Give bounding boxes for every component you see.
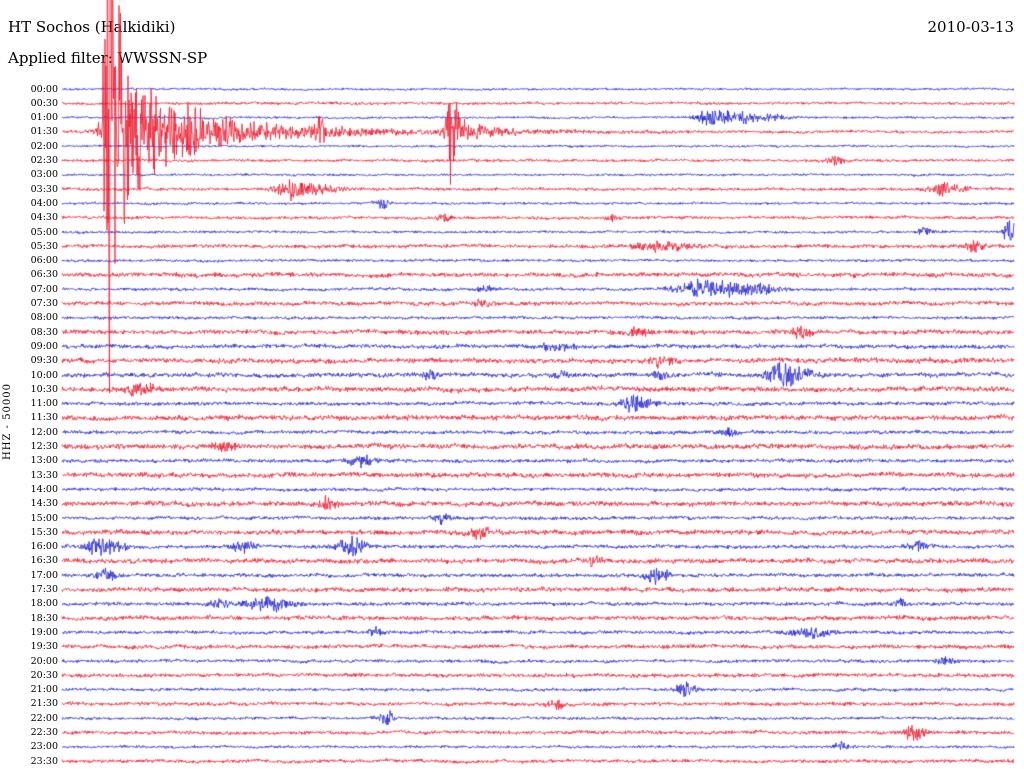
time-label: 17:00 <box>30 569 58 581</box>
time-label: 05:00 <box>30 226 58 238</box>
time-label: 22:30 <box>30 727 58 738</box>
time-label: 05:30 <box>30 240 58 252</box>
time-label: 04:00 <box>30 197 58 209</box>
time-label: 17:30 <box>30 584 58 595</box>
time-label: 19:00 <box>30 626 58 638</box>
time-label: 02:00 <box>30 140 58 152</box>
time-label: 08:00 <box>30 312 58 324</box>
time-label: 02:30 <box>30 155 58 166</box>
time-label: 12:00 <box>30 426 58 438</box>
time-label: 00:00 <box>30 83 58 95</box>
time-label: 20:30 <box>30 669 58 681</box>
time-label-column: 00:00 00:30 01:00 01:30 02:00 02:30 03:00 03:30… <box>0 0 58 780</box>
time-label: 12:30 <box>30 441 58 452</box>
time-label: 13:00 <box>30 455 58 467</box>
time-label: 01:00 <box>30 112 58 124</box>
time-label: 21:00 <box>30 684 58 696</box>
time-label: 11:00 <box>30 398 58 410</box>
time-label: 18:00 <box>30 598 58 610</box>
time-label: 10:30 <box>30 383 58 395</box>
time-label: 10:00 <box>30 369 58 381</box>
date-label: 2010-03-13 <box>927 18 1014 36</box>
time-label: 01:30 <box>30 126 58 138</box>
time-label: 09:30 <box>30 355 58 367</box>
time-label: 20:00 <box>30 655 58 667</box>
time-label: 03:00 <box>30 169 58 181</box>
time-label: 15:00 <box>30 512 58 524</box>
time-label: 09:00 <box>30 340 58 352</box>
time-label: 06:30 <box>30 269 58 281</box>
time-label: 14:00 <box>30 483 58 495</box>
time-label: 08:30 <box>30 326 58 338</box>
time-label: 04:30 <box>30 212 58 224</box>
time-label: 00:30 <box>30 97 58 109</box>
time-label: 06:00 <box>30 255 58 267</box>
time-label: 11:30 <box>30 412 58 424</box>
time-label: 16:30 <box>30 555 58 567</box>
time-label: 16:00 <box>30 541 58 553</box>
time-label: 19:30 <box>30 641 58 653</box>
time-label: 23:00 <box>30 741 58 753</box>
time-label: 23:30 <box>30 755 58 767</box>
time-label: 22:00 <box>30 712 58 724</box>
time-label: 15:30 <box>30 526 58 538</box>
time-label: 18:30 <box>30 612 58 624</box>
time-label: 03:30 <box>30 183 58 195</box>
time-label: 07:30 <box>30 298 58 309</box>
time-label: 13:30 <box>30 469 58 481</box>
time-label: 21:30 <box>30 698 58 710</box>
time-label: 07:00 <box>30 283 58 295</box>
time-label: 14:30 <box>30 498 58 510</box>
